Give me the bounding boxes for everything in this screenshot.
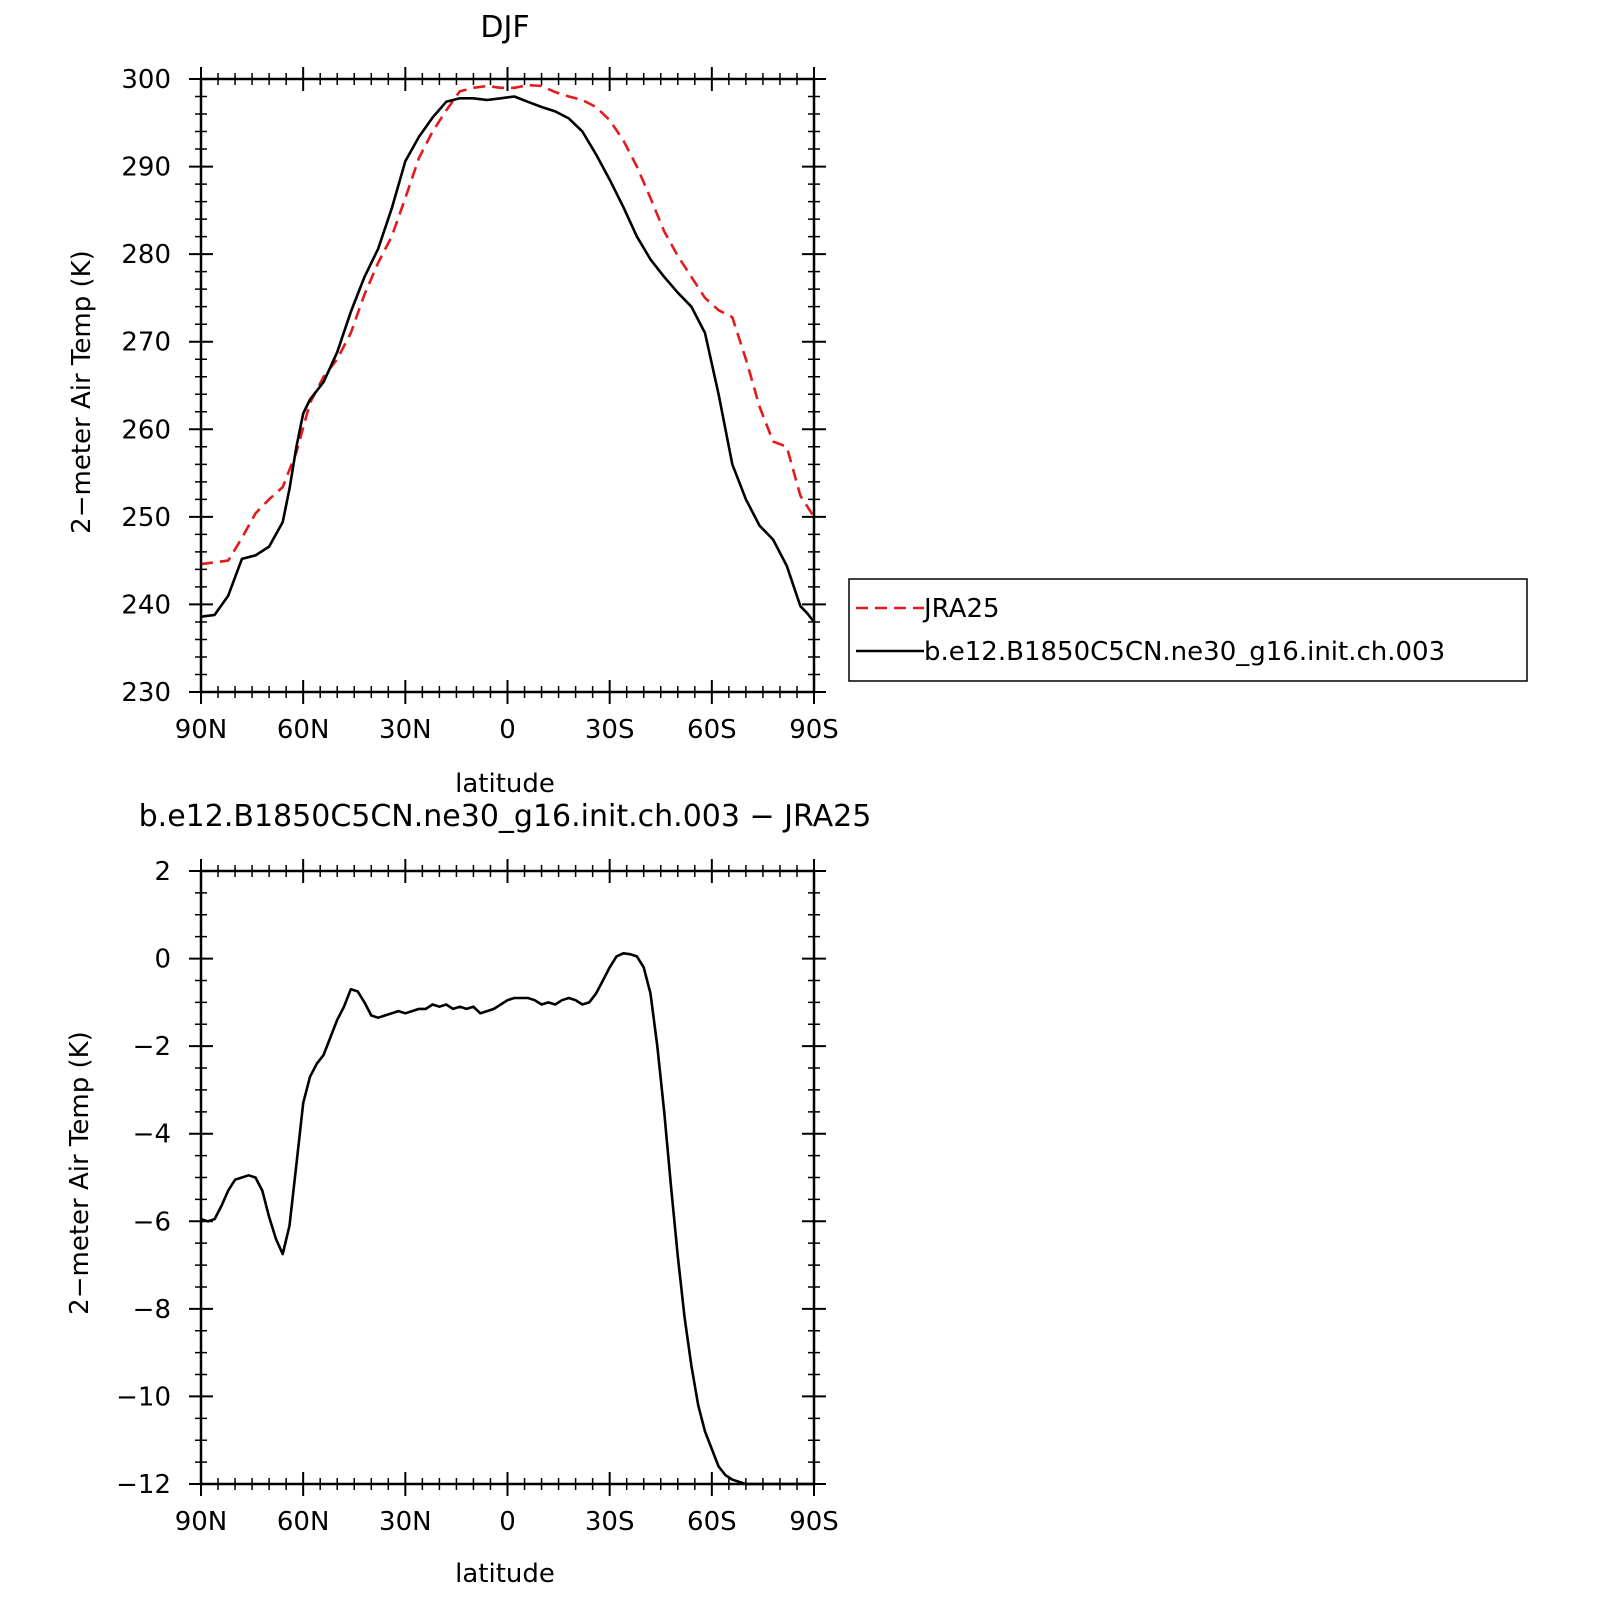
top-y-tick-label: 260 bbox=[121, 415, 171, 445]
series-line-jra25 bbox=[200, 83, 816, 566]
bottom-y-axis-title: 2−meter Air Temp (K) bbox=[65, 1031, 95, 1315]
top-x-tick-label: 60N bbox=[277, 715, 330, 745]
top-x-tick-label: 30N bbox=[379, 715, 432, 745]
bottom-y-tick-label: −4 bbox=[133, 1120, 171, 1150]
bottom-y-tick-label: −2 bbox=[133, 1032, 171, 1062]
legend: JRA25 b.e12.B1850C5CN.ne30_g16.init.ch.0… bbox=[848, 578, 1528, 682]
top-x-tick-label: 60S bbox=[687, 715, 737, 745]
top-y-tick-label: 250 bbox=[121, 503, 171, 533]
top-series-lines bbox=[200, 83, 816, 623]
bottom-plot-frame bbox=[199, 869, 816, 1486]
bottom-x-tick-label: 30N bbox=[379, 1507, 432, 1537]
top-y-tick-label: 290 bbox=[121, 153, 171, 183]
legend-label-jra25: JRA25 bbox=[922, 594, 1000, 624]
top-y-tick-label: 270 bbox=[121, 328, 171, 358]
bottom-difference-line bbox=[200, 952, 814, 1486]
bottom-x-tick-label: 0 bbox=[499, 1507, 516, 1537]
bottom-x-tick-label: 60S bbox=[687, 1507, 737, 1537]
bottom-x-tick-label: 90N bbox=[175, 1507, 228, 1537]
bottom-x-tick-label: 90S bbox=[789, 1507, 839, 1537]
series-line-b-e12-b1850c5cn-ne30-g16-init-ch-003 bbox=[200, 95, 816, 623]
top-chart-panel: DJF 2−meter Air Temp (K) latitude 90N 60N… bbox=[67, 10, 839, 799]
bottom-y-tick-label: 0 bbox=[154, 945, 171, 975]
top-y-tick-label: 300 bbox=[121, 65, 171, 95]
bottom-y-tick-label: −6 bbox=[133, 1207, 171, 1237]
top-chart-title: DJF bbox=[480, 10, 529, 45]
bottom-series-lines bbox=[200, 952, 814, 1486]
bottom-chart-panel: b.e12.B1850C5CN.ne30_g16.init.ch.003 − J… bbox=[65, 799, 871, 1589]
bottom-x-tick-label: 30S bbox=[585, 1507, 635, 1537]
top-x-axis-title: latitude bbox=[455, 769, 555, 799]
top-x-tick-label: 90N bbox=[175, 715, 228, 745]
top-y-tick-label: 230 bbox=[121, 678, 171, 708]
top-x-tick-label: 0 bbox=[499, 715, 516, 745]
top-y-tick-label: 280 bbox=[121, 240, 171, 270]
bottom-y-tick-label: −8 bbox=[133, 1295, 171, 1325]
bottom-y-tick-label: 2 bbox=[154, 857, 171, 887]
bottom-x-tick-label: 60N bbox=[277, 1507, 330, 1537]
top-x-tick-label: 30S bbox=[585, 715, 635, 745]
bottom-x-axis-title: latitude bbox=[455, 1559, 555, 1589]
bottom-chart-title: b.e12.B1850C5CN.ne30_g16.init.ch.003 − J… bbox=[139, 799, 872, 834]
top-axis-ticks: 90N 60N 30N 0 30S 60S 90S 300 290 280 270 260 250 240… bbox=[121, 65, 838, 745]
top-y-tick-label: 240 bbox=[121, 590, 171, 620]
bottom-y-tick-label: −10 bbox=[116, 1382, 171, 1412]
legend-label-model: b.e12.B1850C5CN.ne30_g16.init.ch.003 bbox=[924, 637, 1445, 667]
bottom-y-tick-label: −12 bbox=[116, 1470, 171, 1500]
top-plot-frame bbox=[199, 77, 816, 694]
top-y-axis-title: 2−meter Air Temp (K) bbox=[67, 250, 97, 534]
top-x-tick-label: 90S bbox=[789, 715, 839, 745]
legend-box bbox=[848, 578, 1528, 682]
